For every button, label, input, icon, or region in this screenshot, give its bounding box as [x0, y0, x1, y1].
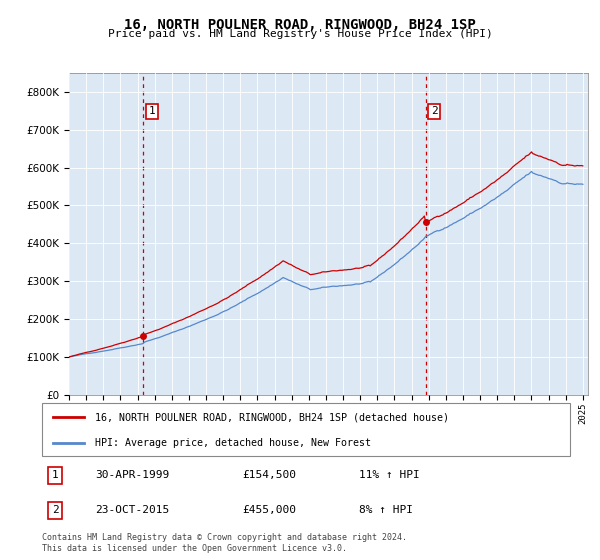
- Text: 16, NORTH POULNER ROAD, RINGWOOD, BH24 1SP: 16, NORTH POULNER ROAD, RINGWOOD, BH24 1…: [124, 18, 476, 32]
- Text: £154,500: £154,500: [242, 470, 296, 480]
- Text: 23-OCT-2015: 23-OCT-2015: [95, 505, 169, 515]
- Text: 2: 2: [431, 106, 437, 116]
- Text: 16, NORTH POULNER ROAD, RINGWOOD, BH24 1SP (detached house): 16, NORTH POULNER ROAD, RINGWOOD, BH24 1…: [95, 412, 449, 422]
- Text: Price paid vs. HM Land Registry's House Price Index (HPI): Price paid vs. HM Land Registry's House …: [107, 29, 493, 39]
- Text: £455,000: £455,000: [242, 505, 296, 515]
- Text: 30-APR-1999: 30-APR-1999: [95, 470, 169, 480]
- Text: 1: 1: [52, 470, 59, 480]
- Text: 2: 2: [52, 505, 59, 515]
- Text: 11% ↑ HPI: 11% ↑ HPI: [359, 470, 419, 480]
- FancyBboxPatch shape: [42, 403, 570, 456]
- Text: Contains HM Land Registry data © Crown copyright and database right 2024.
This d: Contains HM Land Registry data © Crown c…: [42, 533, 407, 553]
- Text: HPI: Average price, detached house, New Forest: HPI: Average price, detached house, New …: [95, 437, 371, 447]
- Text: 1: 1: [148, 106, 155, 116]
- Text: 8% ↑ HPI: 8% ↑ HPI: [359, 505, 413, 515]
